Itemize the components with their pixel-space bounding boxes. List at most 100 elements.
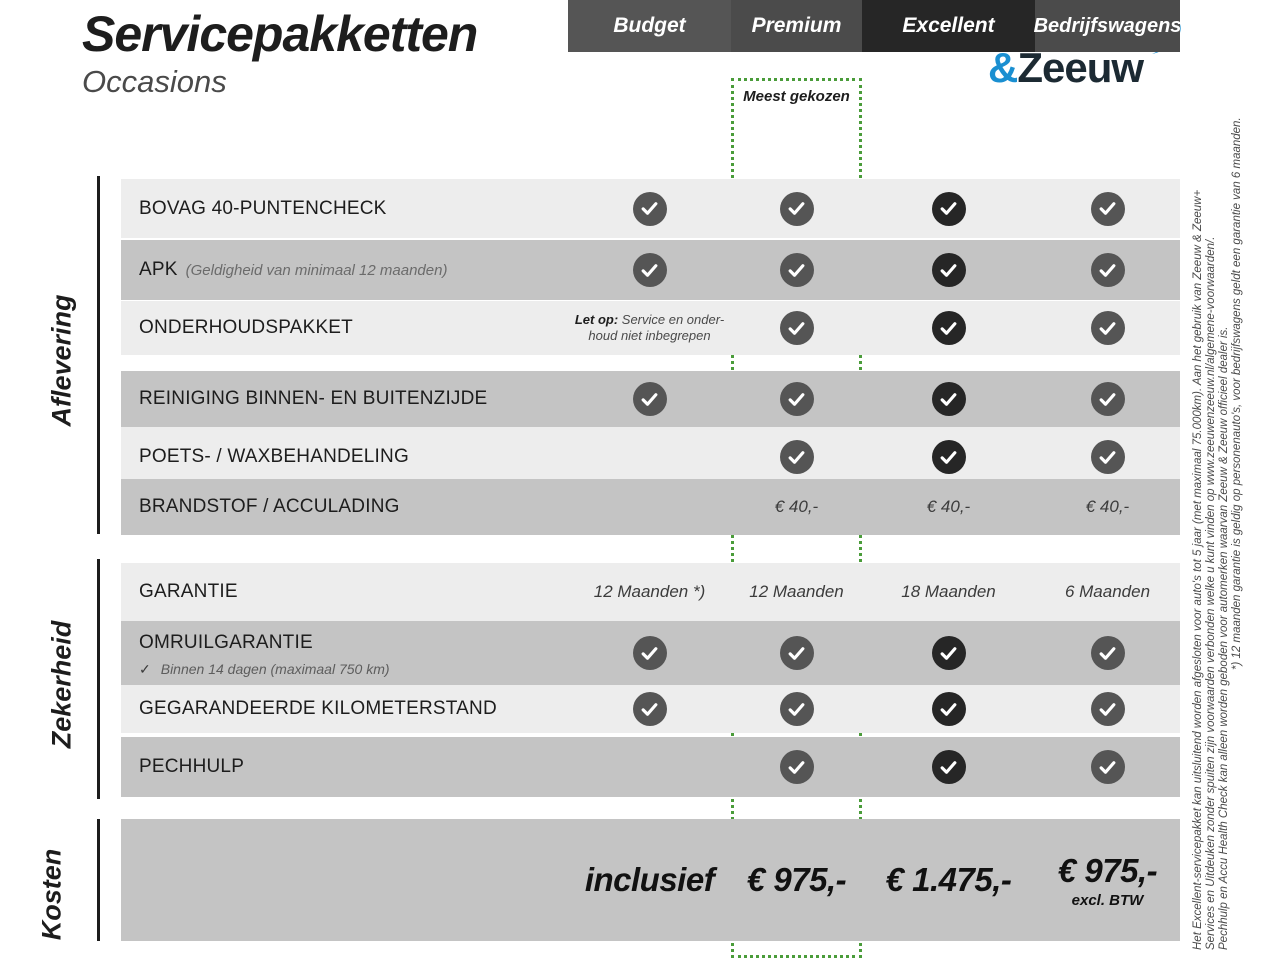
row-label: ONDERHOUDSPAKKET — [139, 317, 353, 338]
check-badge — [931, 311, 966, 345]
row-label: BRANDSTOF / ACCULADING — [139, 496, 400, 517]
check-badge — [931, 191, 966, 226]
check-badge — [931, 382, 966, 416]
meest-gekozen-label: Meest gekozen — [743, 88, 850, 105]
check-icon — [788, 702, 805, 716]
check-badge — [1090, 750, 1125, 784]
cell-excellent — [862, 240, 1035, 300]
cell-excellent: 18 Maanden — [862, 563, 1035, 621]
cell-premium — [731, 621, 862, 685]
check-icon — [788, 321, 805, 335]
cell-note: Let op: Service en onder-houd niet inbeg… — [574, 311, 725, 343]
check-icon — [940, 263, 957, 277]
check-badge — [1090, 382, 1125, 416]
table-row: REINIGING BINNEN- EN BUITENZIJDE — [121, 371, 1180, 427]
price-budget: inclusief — [584, 861, 715, 898]
column-header-excellent[interactable]: Excellent — [862, 0, 1035, 52]
check-badge — [779, 382, 814, 416]
row-label: POETS- / WAXBEHANDELING — [139, 446, 409, 467]
table-row: GARANTIE 12 Maanden *) 12 Maanden 18 Maande… — [121, 563, 1180, 621]
price-premium: € 975,- — [746, 861, 847, 898]
check-badge — [931, 253, 966, 287]
check-icon — [1099, 321, 1116, 335]
cell-bedrijf — [1035, 371, 1180, 427]
table-row: POETS- / WAXBEHANDELING — [121, 427, 1180, 487]
cell-excellent — [862, 621, 1035, 685]
cell-budget — [568, 427, 731, 487]
price-cell-budget: inclusief — [568, 819, 731, 941]
check-badge — [1090, 692, 1125, 726]
check-icon — [641, 263, 658, 277]
price-cell-excellent: € 1.475,- — [862, 819, 1035, 941]
check-icon — [940, 321, 957, 335]
check-icon — [641, 392, 658, 406]
cell-premium — [731, 737, 862, 797]
cell-excellent — [862, 427, 1035, 487]
check-badge — [779, 440, 814, 474]
table-row: BOVAG 40-PUNTENCHECK — [121, 179, 1180, 238]
check-badge — [779, 253, 814, 287]
check-icon — [940, 646, 957, 660]
check-icon — [788, 450, 805, 464]
cell-premium — [731, 179, 862, 238]
section-label-zekerheid: Zekerheid — [46, 620, 77, 749]
check-icon — [1099, 202, 1116, 215]
check-icon — [641, 646, 658, 660]
cell-bedrijf — [1035, 621, 1180, 685]
row-label-note: (Geldigheid van minimaal 12 maanden) — [185, 262, 448, 279]
check-badge — [779, 636, 814, 670]
section-rule-kosten — [97, 819, 100, 941]
cell-value: € 40,- — [926, 497, 971, 516]
page-subtitle: Occasions — [82, 63, 227, 99]
table-row: PECHHULP — [121, 737, 1180, 797]
row-label: GARANTIE — [139, 581, 238, 602]
check-icon — [1099, 263, 1116, 277]
cell-premium — [731, 240, 862, 300]
cell-budget — [568, 371, 731, 427]
check-badge — [931, 636, 966, 670]
column-header-bedrijfswagens[interactable]: Bedrijfswagens — [1034, 0, 1181, 52]
cell-bedrijf — [1035, 240, 1180, 300]
section-rule-zekerheid — [97, 559, 100, 799]
check-icon — [1099, 450, 1116, 464]
table-row: GEGARANDEERDE KILOMETERSTAND — [121, 685, 1180, 733]
cell-value: € 40,- — [1085, 497, 1130, 516]
column-header-budget[interactable]: Budget — [568, 0, 731, 52]
cell-budget — [568, 240, 731, 300]
row-sublabel: ✓ Binnen 14 dagen (maximaal 750 km) — [139, 660, 390, 677]
legal-text-block: Het Excellent-servicepakket kan uitsluit… — [1192, 110, 1277, 950]
price-bedrijfswagens: € 975,- — [1057, 851, 1158, 889]
cell-value: € 40,- — [774, 497, 819, 516]
cell-budget — [568, 621, 731, 685]
cell-excellent — [862, 179, 1035, 238]
check-icon — [641, 202, 658, 215]
price-cell-bedrijfswagens: € 975,- excl. BTW — [1035, 819, 1180, 941]
column-header-premium[interactable]: Premium — [731, 0, 862, 52]
cell-value: 12 Maanden *) — [593, 582, 706, 601]
table-row: OMRUILGARANTIE ✓ Binnen 14 dagen (maximaal… — [121, 621, 1180, 685]
row-label: BOVAG 40-PUNTENCHECK — [139, 197, 387, 219]
cell-budget — [568, 685, 731, 733]
cell-premium — [731, 685, 862, 733]
check-icon — [940, 450, 957, 464]
check-icon — [1099, 760, 1116, 774]
check-badge — [779, 750, 814, 784]
check-badge — [779, 311, 814, 345]
check-icon — [940, 760, 957, 774]
check-icon — [940, 702, 957, 716]
logo-line-2: &Zeeuw — [988, 47, 1188, 89]
row-label: GEGARANDEERDE KILOMETERSTAND — [139, 698, 497, 719]
cell-premium — [731, 371, 862, 427]
cell-bedrijf — [1035, 427, 1180, 487]
cell-bedrijf — [1035, 737, 1180, 797]
check-icon — [940, 202, 957, 215]
cell-bedrijf — [1035, 685, 1180, 733]
table-row: ONDERHOUDSPAKKET Let op: Service en onder… — [121, 301, 1180, 355]
check-badge — [779, 191, 814, 226]
cell-value: 12 Maanden — [749, 582, 844, 601]
check-badge — [632, 636, 667, 670]
check-icon — [1099, 646, 1116, 660]
logo-ampersand: & — [988, 44, 1018, 92]
check-badge — [931, 750, 966, 784]
